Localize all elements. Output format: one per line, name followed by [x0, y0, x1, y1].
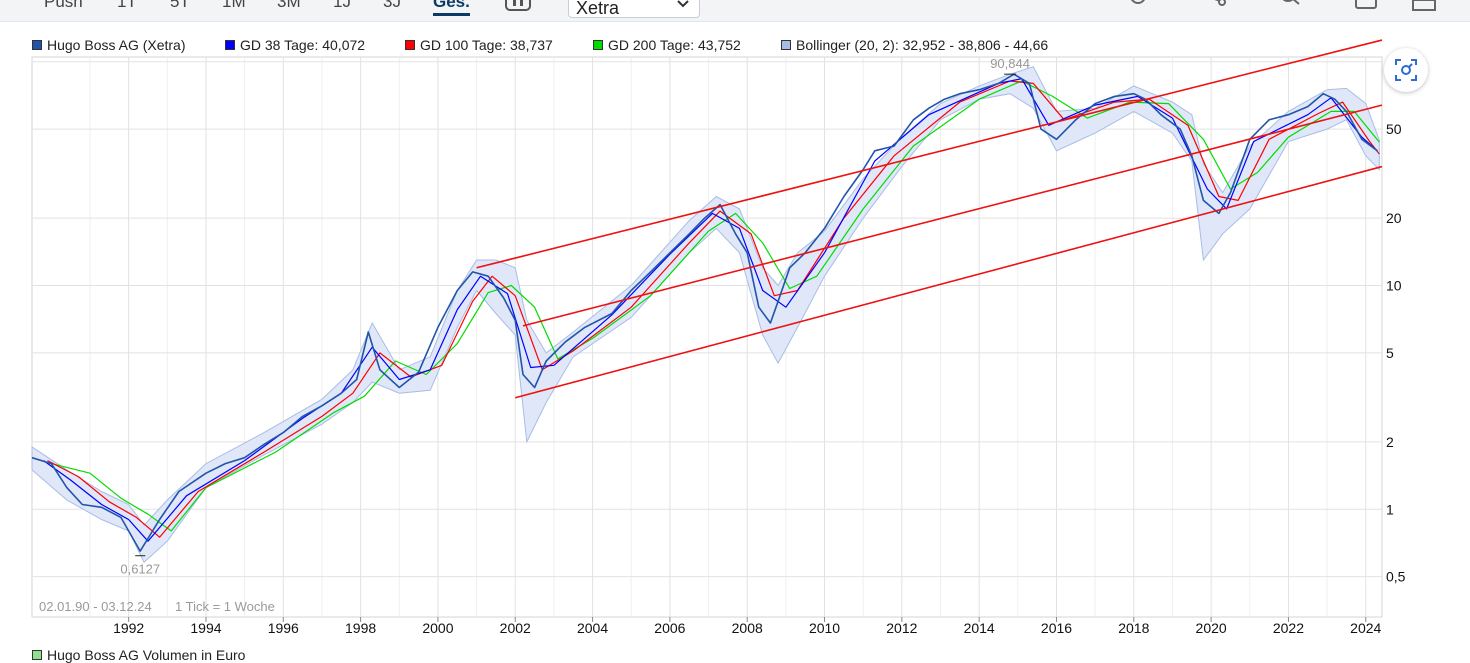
legend-item-gd100[interactable]: GD 100 Tage: 38,737 [405, 37, 553, 53]
tab-1m[interactable]: 1M [222, 0, 246, 11]
x-tick-label: 1992 [113, 620, 144, 636]
x-tick-label: 2008 [732, 620, 763, 636]
tab-ges[interactable]: Ges. [433, 0, 470, 16]
legend-swatch [781, 40, 791, 50]
volume-legend-label: Hugo Boss AG Volumen in Euro [47, 647, 246, 663]
y-tick-label: 2 [1386, 434, 1394, 450]
legend-item-gd200[interactable]: GD 200 Tage: 43,752 [593, 37, 741, 53]
x-tick-label: 2020 [1196, 620, 1227, 636]
x-tick-label: 2004 [577, 620, 608, 636]
exchange-select-value: Xetra [576, 0, 620, 18]
legend-item-bollinger[interactable]: Bollinger (20, 2): 32,952 - 38,806 - 44,… [781, 37, 1048, 53]
legend-swatch [32, 40, 42, 50]
plot-area [31, 56, 1383, 618]
legend-label: GD 38 Tage: 40,072 [240, 37, 366, 53]
x-tick-label: 2010 [809, 620, 840, 636]
min-label: 0,6127 [120, 562, 160, 577]
legend-swatch [225, 40, 235, 50]
x-tick-label: 2016 [1041, 620, 1072, 636]
chart-tools-button[interactable] [1384, 48, 1428, 92]
legend-swatch [405, 40, 415, 50]
draw-tools-icon [1395, 59, 1417, 81]
y-tick-label: 10 [1386, 278, 1402, 294]
print-icon[interactable] [1352, 0, 1380, 14]
tab-1j[interactable]: 1J [333, 0, 351, 11]
date-range-label: 02.01.90 - 03.12.24 [39, 599, 152, 614]
chevron-down-icon [677, 0, 689, 8]
legend-item-price[interactable]: Hugo Boss AG (Xetra) [32, 37, 186, 53]
search-icon[interactable] [1276, 0, 1304, 14]
y-tick-label: 20 [1386, 210, 1402, 226]
x-tick-label: 2014 [964, 620, 995, 636]
legend-label: Bollinger (20, 2): 32,952 - 38,806 - 44,… [796, 37, 1049, 53]
x-tick-label: 1998 [345, 620, 376, 636]
toolbar: Push 1T 5T 1M 3M 1J 3J Ges. Xetra [0, 0, 1470, 22]
x-tick-label: 1996 [268, 620, 299, 636]
price-line [31, 73, 1378, 552]
exchange-select[interactable]: Xetra [568, 0, 700, 18]
gd100-line [47, 80, 1380, 538]
x-tick-label: 2000 [422, 620, 453, 636]
trend-line [476, 39, 1383, 269]
tick-info-label: 1 Tick = 1 Woche [175, 599, 275, 614]
x-tick-label: 1994 [190, 620, 221, 636]
candle-icon[interactable] [504, 0, 532, 14]
gd38-line [43, 78, 1378, 542]
tab-3j[interactable]: 3J [383, 0, 401, 11]
tab-3m[interactable]: 3M [277, 0, 301, 11]
bollinger-band [31, 66, 1380, 564]
gear-icon[interactable] [1124, 0, 1152, 14]
volume-legend: Hugo Boss AG Volumen in Euro [32, 647, 245, 663]
share-icon[interactable] [1202, 0, 1230, 14]
legend-label: Hugo Boss AG (Xetra) [47, 37, 186, 53]
trend-line [515, 165, 1383, 399]
tab-1t[interactable]: 1T [117, 0, 137, 11]
legend-item-gd38[interactable]: GD 38 Tage: 40,072 [225, 37, 365, 53]
legend-label: GD 100 Tage: 38,737 [420, 37, 553, 53]
y-tick-label: 5 [1386, 345, 1394, 361]
y-tick-label: 50 [1386, 121, 1402, 137]
x-tick-label: 2024 [1350, 620, 1381, 636]
tab-push[interactable]: Push [44, 0, 83, 11]
tab-5t[interactable]: 5T [170, 0, 190, 11]
x-tick-label: 2006 [654, 620, 685, 636]
gd200-line [51, 80, 1380, 532]
x-tick-label: 2002 [500, 620, 531, 636]
max-label: 90,844 [990, 56, 1030, 71]
legend-swatch [593, 40, 603, 50]
x-tick-label: 2018 [1118, 620, 1149, 636]
fullscreen-icon[interactable] [1410, 0, 1438, 14]
y-tick-label: 1 [1386, 501, 1394, 517]
trend-line [522, 104, 1383, 327]
legend-label: GD 200 Tage: 43,752 [608, 37, 741, 53]
x-tick-label: 2012 [886, 620, 917, 636]
x-tick-label: 2022 [1273, 620, 1304, 636]
y-tick-label: 0,5 [1386, 569, 1406, 585]
